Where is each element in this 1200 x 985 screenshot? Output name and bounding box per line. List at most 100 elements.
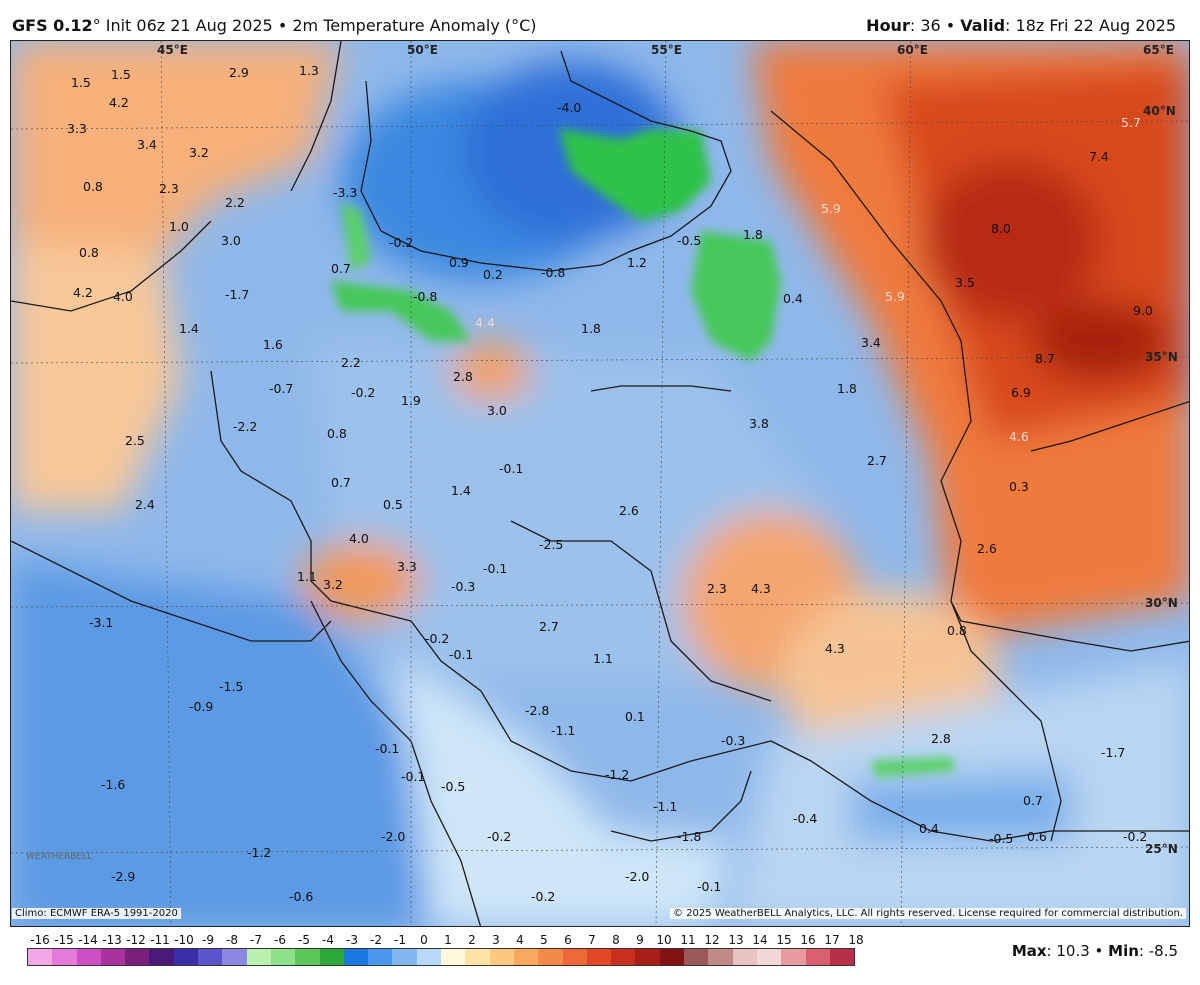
anomaly-value-label: 0.8: [327, 426, 347, 441]
anomaly-value-label: 2.9: [229, 65, 249, 80]
anomaly-value-label: -1.7: [225, 287, 249, 302]
anomaly-value-label: 0.5: [383, 497, 403, 512]
anomaly-value-label: 2.7: [539, 619, 559, 634]
anomaly-value-label: 2.5: [125, 433, 145, 448]
anomaly-value-label: 1.1: [297, 569, 317, 584]
anomaly-value-label: -2.5: [539, 537, 563, 552]
colorbar-tick-label: 16: [800, 933, 816, 947]
anomaly-value-label: -0.2: [351, 385, 375, 400]
anomaly-value-label: -1.6: [101, 777, 125, 792]
colorbar-tick-label: 15: [776, 933, 792, 947]
anomaly-value-label: 8.7: [1035, 351, 1055, 366]
anomaly-value-label: 3.5: [955, 275, 975, 290]
lon-label: 65°E: [1143, 43, 1174, 57]
anomaly-value-label: -0.8: [541, 265, 565, 280]
max-value: : 10.3 •: [1046, 942, 1109, 960]
colorbar-tick-label: 18: [848, 933, 864, 947]
colorbar-swatch: [343, 949, 369, 965]
anomaly-value-label: 4.3: [825, 641, 845, 656]
anomaly-value-label: 0.8: [83, 179, 103, 194]
anomaly-value-label: 2.8: [931, 731, 951, 746]
anomaly-value-label: 4.0: [113, 289, 133, 304]
anomaly-value-label: 2.6: [977, 541, 997, 556]
anomaly-value-label: 3.3: [397, 559, 417, 574]
lat-label: 25°N: [1145, 842, 1178, 856]
anomaly-value-label: 2.8: [453, 369, 473, 384]
anomaly-value-label: 3.3: [67, 121, 87, 136]
colorbar-tick-label: -9: [202, 933, 214, 947]
anomaly-value-label: 0.8: [79, 245, 99, 260]
anomaly-value-label: 1.5: [111, 67, 131, 82]
anomaly-value-label: 4.6: [1009, 429, 1029, 444]
colorbar-swatch: [538, 949, 563, 965]
anomaly-value-label: 4.2: [73, 285, 93, 300]
anomaly-value-label: 6.9: [1011, 385, 1031, 400]
anomaly-value-label: 3.4: [861, 335, 881, 350]
anomaly-value-label: -0.9: [189, 699, 213, 714]
colorbar-tick-label: -14: [78, 933, 98, 947]
anomaly-value-label: 3.4: [137, 137, 157, 152]
lon-label: 60°E: [897, 43, 928, 57]
anomaly-value-label: -0.5: [989, 831, 1013, 846]
colorbar-tick-label: -12: [126, 933, 146, 947]
hour-label: Hour: [866, 16, 910, 35]
anomaly-value-label: 0.4: [783, 291, 803, 306]
anomaly-value-label: 1.4: [451, 483, 471, 498]
colorbar-tick-label: 8: [612, 933, 620, 947]
degree-symbol: °: [92, 16, 101, 35]
colorbar-swatch: [708, 949, 733, 965]
anomaly-value-label: 0.7: [331, 475, 351, 490]
anomaly-value-label: -1.2: [247, 845, 271, 860]
colorbar-swatch: [295, 949, 320, 965]
anomaly-value-label: 1.4: [179, 321, 199, 336]
anomaly-value-label: 2.4: [135, 497, 155, 512]
valid-value: : 18z Fri 22 Aug 2025: [1005, 16, 1176, 35]
hour-value: : 36 •: [909, 16, 961, 35]
anomaly-value-label: 0.7: [331, 261, 351, 276]
colorbar-tick-label: -8: [226, 933, 238, 947]
colorbar-swatch: [222, 949, 247, 965]
colorbar-swatch: [270, 949, 296, 965]
valid-label: Valid: [960, 16, 1006, 35]
lat-label: 35°N: [1145, 350, 1178, 364]
anomaly-value-label: -0.1: [697, 879, 721, 894]
colorbar-swatch: [635, 949, 660, 965]
colorbar-ticks: -16 -15 -14 -13 -12 -11 -10 -9 -8 -7 -6 -5 -4 -3 -2 -1 0…: [26, 933, 866, 947]
anomaly-value-label: -4.0: [557, 100, 581, 115]
anomaly-value-label: -3.1: [89, 615, 113, 630]
colorbar-tick-label: 13: [728, 933, 744, 947]
anomaly-value-label: -0.2: [487, 829, 511, 844]
map-panel[interactable]: 45°E 50°E 55°E 60°E 65°E 40°N 35°N 30°N …: [10, 40, 1190, 927]
anomaly-value-label: 0.3: [1009, 479, 1029, 494]
anomaly-value-label: 0.9: [449, 255, 469, 270]
anomaly-value-label: -0.1: [449, 647, 473, 662]
lat-label: 40°N: [1143, 104, 1176, 118]
anomaly-value-label: 1.0: [169, 219, 189, 234]
anomaly-value-label: -2.2: [233, 419, 257, 434]
anomaly-value-label: 3.2: [323, 577, 343, 592]
colorbar-swatch: [756, 949, 782, 965]
lon-label: 50°E: [407, 43, 438, 57]
colorbar-swatch: [416, 949, 442, 965]
anomaly-value-label: 0.6: [1027, 829, 1047, 844]
anomaly-value-label: -1.8: [677, 829, 701, 844]
colorbar-swatch: [829, 949, 855, 965]
colorbar-swatch: [198, 949, 223, 965]
anomaly-value-label: 1.5: [71, 75, 91, 90]
colorbar-tick-label: -2: [370, 933, 382, 947]
anomaly-value-label: -1.2: [605, 767, 629, 782]
colorbar-swatch: [441, 949, 466, 965]
anomaly-value-label: 1.1: [593, 651, 613, 666]
colorbar-swatch: [611, 949, 636, 965]
anomaly-value-label: -0.2: [531, 889, 555, 904]
colorbar-swatch: [513, 949, 539, 965]
anomaly-value-label: 3.0: [487, 403, 507, 418]
anomaly-value-label: 0.1: [625, 709, 645, 724]
init-text: Init 06z 21 Aug 2025 • 2m Temperature An…: [100, 16, 537, 35]
anomaly-value-label: -0.1: [401, 769, 425, 784]
colorbar-swatch: [52, 949, 77, 965]
anomaly-value-label: 5.7: [1121, 115, 1141, 130]
anomaly-value-label: 1.3: [299, 63, 319, 78]
anomaly-value-label: -0.8: [413, 289, 437, 304]
anomaly-value-label: 4.2: [109, 95, 129, 110]
